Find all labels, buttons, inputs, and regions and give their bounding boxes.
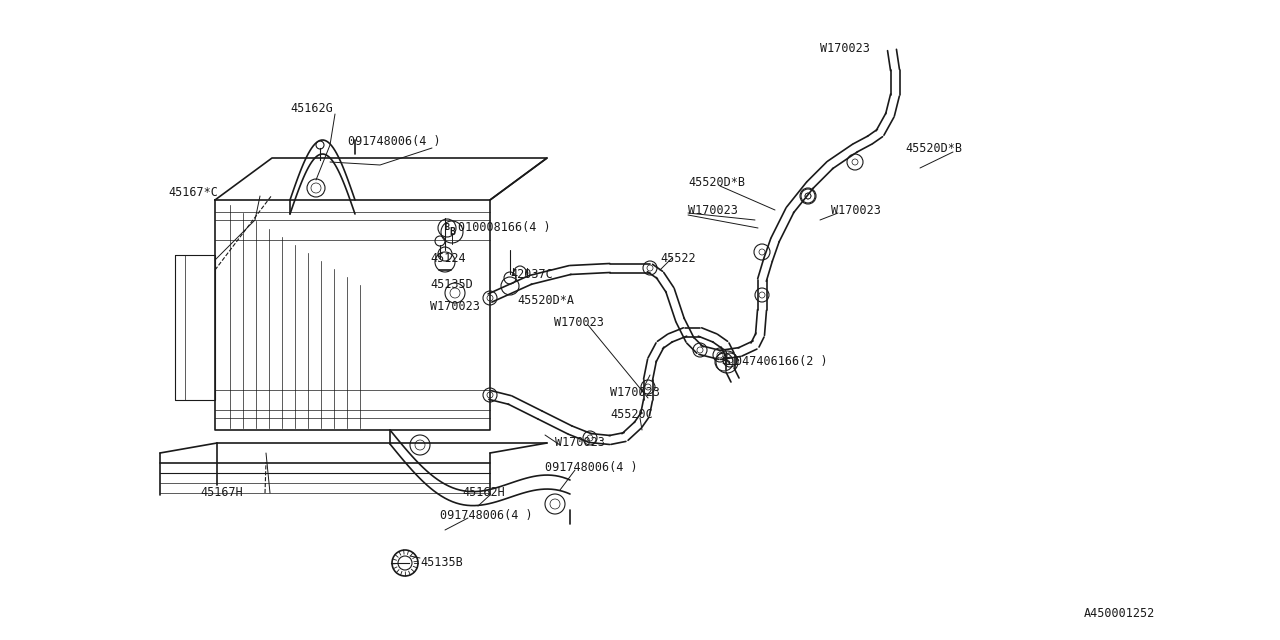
Text: B: B [444,223,449,232]
Text: 45522: 45522 [660,252,695,264]
Text: W170023: W170023 [430,301,480,314]
Text: W170023: W170023 [556,435,605,449]
Text: W170023: W170023 [554,316,604,328]
Text: W170023: W170023 [820,42,870,54]
Text: 45520D*A: 45520D*A [517,294,573,307]
Text: A450001252: A450001252 [1084,607,1155,620]
Text: 45520C: 45520C [611,408,653,422]
Text: 45167H: 45167H [200,486,243,499]
Text: 42037C: 42037C [509,268,553,280]
Text: W170023: W170023 [831,204,881,216]
Text: 45162H: 45162H [462,486,504,499]
Text: 45135D: 45135D [430,278,472,291]
Text: W170023: W170023 [689,204,737,216]
Text: 45135B: 45135B [420,556,463,568]
Text: S: S [724,357,730,367]
Text: 047406166(2 ): 047406166(2 ) [735,355,828,369]
Text: 091748006(4 ): 091748006(4 ) [440,509,532,522]
Text: S: S [722,358,727,367]
Text: B: B [449,227,454,237]
Text: 45520D*B: 45520D*B [905,141,963,154]
Text: 010008166(4 ): 010008166(4 ) [458,221,550,234]
Text: 45520D*B: 45520D*B [689,175,745,189]
Text: 091748006(4 ): 091748006(4 ) [348,136,440,148]
Text: 091748006(4 ): 091748006(4 ) [545,461,637,474]
Text: 45167*C: 45167*C [168,186,218,200]
Text: 45162G: 45162G [291,102,333,115]
Text: W170023: W170023 [611,385,660,399]
Text: 45124: 45124 [430,252,466,264]
